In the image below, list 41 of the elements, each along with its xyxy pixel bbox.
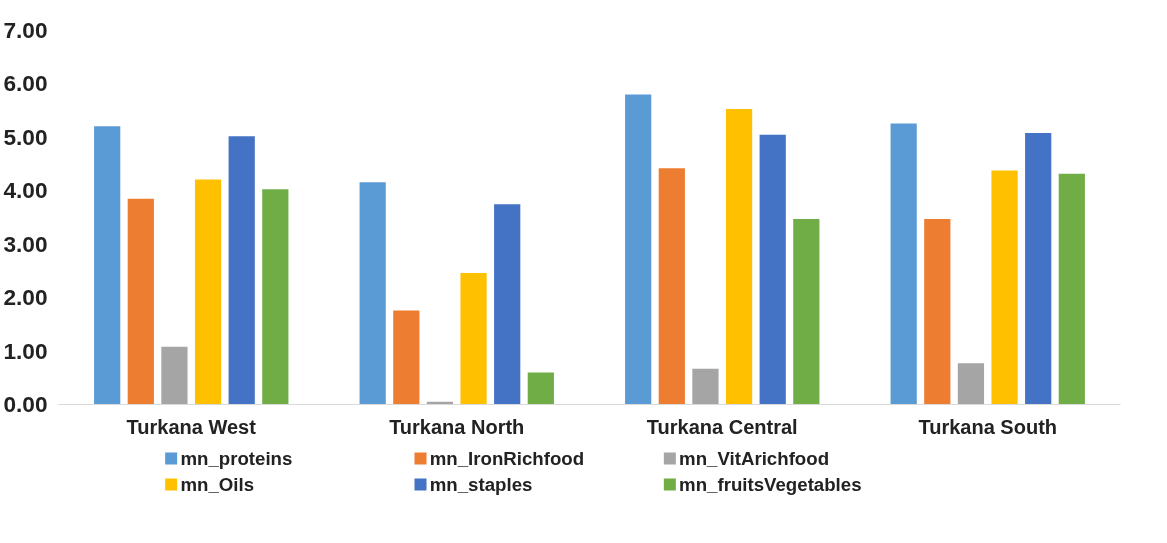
bar xyxy=(194,179,222,405)
legend-label: mn_proteins xyxy=(180,448,293,469)
bar xyxy=(793,219,820,405)
bar xyxy=(924,219,951,405)
legend-label: mn_IronRichfood xyxy=(429,448,585,469)
y-tick-label: 0.00 xyxy=(3,391,48,417)
legend-label: mn_Oils xyxy=(180,474,255,495)
y-tick-label: 1.00 xyxy=(3,337,48,364)
bar xyxy=(692,368,719,405)
bar xyxy=(161,346,188,405)
bar xyxy=(1025,133,1052,405)
legend-label: mn_VitArichfood xyxy=(679,448,830,469)
legend-label: mn_staples xyxy=(429,474,533,495)
x-tick-label: Turkana West xyxy=(126,415,257,438)
y-tick-label: 5.00 xyxy=(3,123,48,150)
bar xyxy=(262,189,289,405)
bar xyxy=(725,109,753,405)
bar xyxy=(991,170,1018,405)
x-tick-label: Turkana South xyxy=(918,415,1058,438)
bar xyxy=(1058,173,1085,405)
x-tick-label: Turkana North xyxy=(389,415,525,438)
bar xyxy=(228,136,255,405)
x-tick-label: Turkana Central xyxy=(646,415,798,438)
bar xyxy=(890,123,917,405)
y-tick-label: 4.00 xyxy=(3,177,48,204)
bar xyxy=(625,94,652,405)
bar xyxy=(494,204,521,405)
legend-label: mn_fruitsVegetables xyxy=(679,474,862,495)
bar xyxy=(94,126,121,405)
bar xyxy=(957,363,985,405)
bar xyxy=(527,372,554,405)
bar xyxy=(658,168,685,405)
y-tick-label: 6.00 xyxy=(3,70,48,97)
y-tick-label: 7.00 xyxy=(3,17,48,43)
bar xyxy=(359,182,386,405)
y-tick-label: 3.00 xyxy=(3,230,48,257)
bar xyxy=(460,273,487,405)
bar xyxy=(393,310,420,405)
bar xyxy=(759,134,786,405)
bar xyxy=(127,198,154,405)
y-tick-label: 2.00 xyxy=(3,284,48,311)
